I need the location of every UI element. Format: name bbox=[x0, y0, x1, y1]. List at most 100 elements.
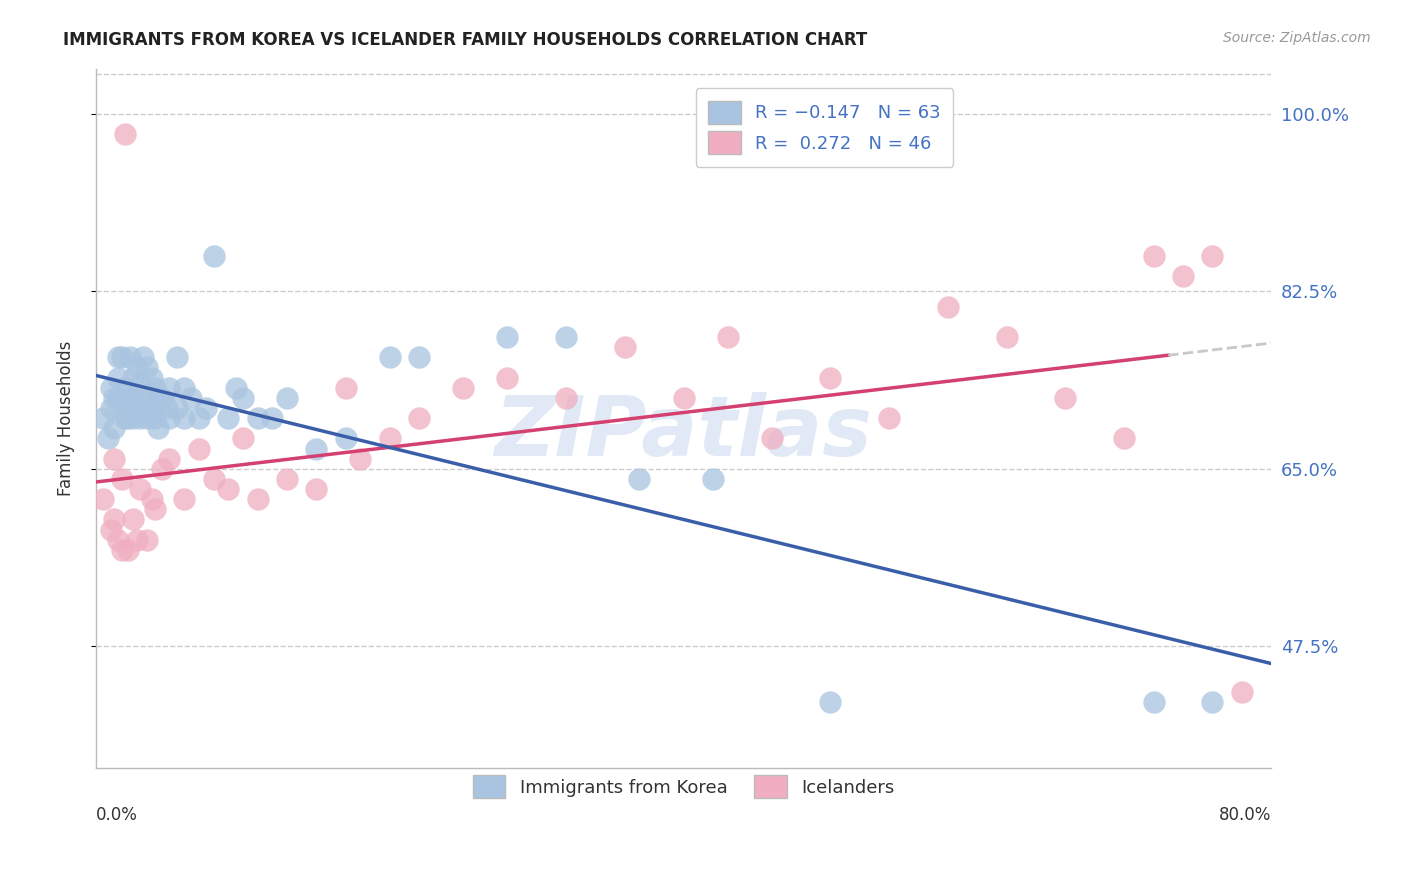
Point bbox=[1201, 695, 1223, 709]
Text: 80.0%: 80.0% bbox=[1219, 806, 1271, 824]
Point bbox=[246, 411, 269, 425]
Point bbox=[103, 512, 125, 526]
Point bbox=[820, 370, 842, 384]
Point bbox=[100, 381, 122, 395]
Point bbox=[117, 391, 139, 405]
Point bbox=[555, 330, 578, 344]
Point bbox=[496, 370, 519, 384]
Point bbox=[262, 411, 284, 425]
Point bbox=[121, 370, 143, 384]
Point bbox=[166, 351, 188, 365]
Point bbox=[408, 411, 430, 425]
Point bbox=[349, 451, 371, 466]
Point bbox=[114, 128, 136, 142]
Point bbox=[114, 411, 136, 425]
Point bbox=[173, 492, 195, 507]
Point bbox=[1054, 391, 1077, 405]
Point bbox=[132, 391, 155, 405]
Point bbox=[335, 431, 357, 445]
Point bbox=[129, 482, 152, 496]
Point bbox=[628, 472, 651, 486]
Point bbox=[107, 351, 129, 365]
Point bbox=[118, 351, 141, 365]
Point bbox=[408, 351, 430, 365]
Point bbox=[195, 401, 218, 415]
Point bbox=[276, 391, 298, 405]
Point bbox=[1230, 684, 1253, 698]
Point bbox=[820, 695, 842, 709]
Point bbox=[555, 391, 578, 405]
Point bbox=[159, 451, 181, 466]
Point bbox=[121, 411, 143, 425]
Point bbox=[127, 533, 149, 547]
Point bbox=[187, 411, 209, 425]
Point bbox=[136, 411, 159, 425]
Point bbox=[159, 411, 181, 425]
Point bbox=[111, 401, 134, 415]
Point bbox=[107, 533, 129, 547]
Point bbox=[127, 360, 149, 375]
Point bbox=[217, 482, 239, 496]
Point bbox=[335, 381, 357, 395]
Point bbox=[613, 340, 636, 354]
Point bbox=[111, 472, 134, 486]
Point bbox=[136, 360, 159, 375]
Point bbox=[451, 381, 474, 395]
Point bbox=[305, 482, 328, 496]
Point bbox=[1201, 249, 1223, 263]
Point bbox=[100, 523, 122, 537]
Point bbox=[717, 330, 740, 344]
Point bbox=[202, 249, 225, 263]
Point bbox=[936, 300, 959, 314]
Point bbox=[111, 542, 134, 557]
Point bbox=[143, 381, 166, 395]
Point bbox=[378, 351, 401, 365]
Point bbox=[100, 401, 122, 415]
Point bbox=[1114, 431, 1136, 445]
Point bbox=[143, 411, 166, 425]
Point bbox=[305, 442, 328, 456]
Text: IMMIGRANTS FROM KOREA VS ICELANDER FAMILY HOUSEHOLDS CORRELATION CHART: IMMIGRANTS FROM KOREA VS ICELANDER FAMIL… bbox=[63, 31, 868, 49]
Point bbox=[496, 330, 519, 344]
Point bbox=[761, 431, 783, 445]
Point bbox=[877, 411, 900, 425]
Point bbox=[672, 391, 695, 405]
Point bbox=[995, 330, 1018, 344]
Point bbox=[276, 472, 298, 486]
Point bbox=[129, 376, 152, 390]
Point bbox=[127, 401, 149, 415]
Point bbox=[246, 492, 269, 507]
Point bbox=[103, 451, 125, 466]
Point bbox=[103, 421, 125, 435]
Point bbox=[217, 411, 239, 425]
Y-axis label: Family Households: Family Households bbox=[58, 341, 75, 496]
Point bbox=[173, 411, 195, 425]
Point bbox=[1171, 269, 1194, 284]
Text: 0.0%: 0.0% bbox=[96, 806, 138, 824]
Point bbox=[180, 391, 202, 405]
Point bbox=[136, 533, 159, 547]
Point bbox=[166, 401, 188, 415]
Point bbox=[141, 370, 163, 384]
Point bbox=[146, 421, 169, 435]
Point bbox=[159, 381, 181, 395]
Point bbox=[117, 411, 139, 425]
Point bbox=[187, 442, 209, 456]
Text: Source: ZipAtlas.com: Source: ZipAtlas.com bbox=[1223, 31, 1371, 45]
Point bbox=[114, 381, 136, 395]
Point bbox=[117, 542, 139, 557]
Point bbox=[93, 492, 115, 507]
Point bbox=[150, 391, 173, 405]
Point bbox=[107, 391, 129, 405]
Point bbox=[111, 351, 134, 365]
Point bbox=[107, 370, 129, 384]
Point bbox=[143, 502, 166, 516]
Point bbox=[129, 396, 152, 410]
Legend: Immigrants from Korea, Icelanders: Immigrants from Korea, Icelanders bbox=[460, 763, 907, 811]
Point bbox=[702, 472, 724, 486]
Point bbox=[173, 381, 195, 395]
Point bbox=[378, 431, 401, 445]
Point bbox=[121, 512, 143, 526]
Point bbox=[121, 391, 143, 405]
Point bbox=[1142, 695, 1164, 709]
